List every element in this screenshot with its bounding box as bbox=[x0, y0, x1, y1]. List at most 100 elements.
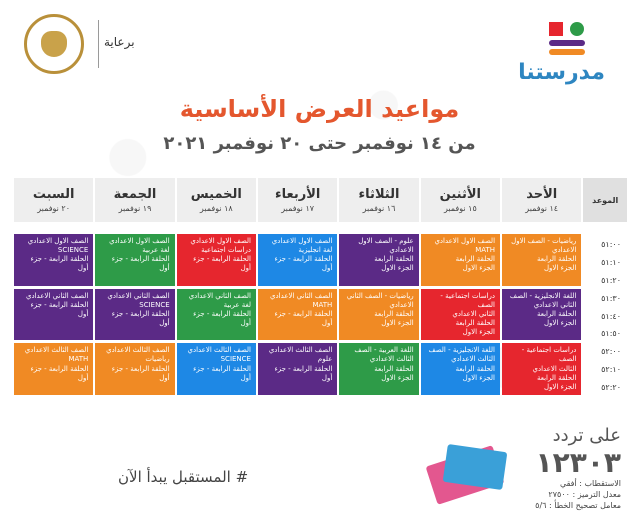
schedule-cell: الصف الثاني الاعدادي لغة عربية الحلقة الرا… bbox=[176, 288, 256, 341]
cell-text-line: الجزء الاول bbox=[462, 328, 496, 337]
schedule-cell: الصف الثالث الاعدادي SCIENCE الحلقة الرابع… bbox=[176, 343, 256, 396]
schedule-cell: اللغة الانجليزية - الصف الثاني الاعدادي ال… bbox=[502, 288, 582, 341]
cell-text-line: الحلقة الرابعة bbox=[536, 309, 577, 318]
cell-text-line: الصف الثاني الاعدادي bbox=[107, 291, 170, 300]
day-header: الأربعاء ١٧ نوفمبر bbox=[257, 178, 338, 222]
time-slot: ٥٢:١٠ bbox=[601, 365, 621, 375]
cell-text-line: الصف الاول الاعدادي bbox=[27, 237, 89, 245]
cell-text-line: الجزء الاول bbox=[381, 373, 414, 382]
cell-text-line: علوم bbox=[317, 355, 333, 364]
cell-text-line: اللغة الانجليزية - الصف bbox=[509, 291, 577, 300]
cell-text-line: الاعدادي bbox=[389, 246, 414, 255]
channel-info: على تردد ١٢٣٠٣ الاستقطاب : أفقي معدل الت… bbox=[535, 425, 621, 511]
day-header: الأثنين ١٥ نوفمبر bbox=[420, 178, 501, 222]
schedule-cell: الصف الثالث الاعدادي علوم الحلقة الرابعة -… bbox=[257, 343, 338, 396]
time-slot: ٥٢:٠٠ bbox=[601, 347, 621, 357]
cell-text-line: الصف الثالث الاعدادي bbox=[187, 346, 251, 355]
cell-text-line: اللغة العربية - الصف bbox=[354, 346, 414, 355]
cell-text-line: لغة انجليزية bbox=[298, 246, 333, 255]
schedule-cell: علوم - الصف الاول الاعدادي الحلقة الرابعة ا… bbox=[339, 234, 419, 286]
cell-text-line: MATH bbox=[312, 300, 333, 309]
cell-text-line: اللغة الانجليزية - الصف bbox=[428, 346, 496, 355]
hashtag-slogan: # المستقبل يبدأ الآن bbox=[118, 468, 249, 486]
cell-text-line: الصف الاول الاعدادي bbox=[434, 237, 496, 245]
madrasatna-brand: مدرستنا bbox=[518, 60, 605, 85]
cell-text-line: الثاني الاعدادي bbox=[452, 309, 496, 318]
cell-text-line: لغة عربية bbox=[142, 246, 170, 255]
day-column: رياضيات - الصف الاول الاعدادي الحلقة الرا… bbox=[502, 234, 582, 398]
cell-text-line: الحلقة الرابعة - جزء أول bbox=[111, 255, 170, 273]
cell-text-line: الصف الثالث الاعدادي bbox=[24, 346, 89, 355]
fec-line: معامل تصحيح الخطأ : ٥/٦ bbox=[535, 500, 621, 510]
frequency-value: ١٢٣٠٣ bbox=[535, 446, 621, 479]
schedule-cell: دراسات اجتماعية - الصف الثاني الاعدادي الح… bbox=[420, 288, 501, 341]
cell-text-line: الحلقة الرابعة bbox=[536, 255, 577, 264]
day-column: الصف الاول الاعدادي لغة عربية الحلقة الراب… bbox=[95, 234, 175, 398]
cell-text-line: الصف الثاني الاعدادي bbox=[188, 291, 251, 300]
day-header: الخميس ١٨ نوفمبر bbox=[176, 178, 256, 222]
cell-text-line: الصف الاول الاعدادي bbox=[271, 237, 333, 245]
schedule-grid: ٥١:٠٠ ٥١:١٠ ٥١:٢٠ ٥١:٣٠ ٥١:٤٠ ٥١:٥٠ ٥٢:٠… bbox=[12, 234, 627, 398]
cell-text-line: الحلقة الرابعة - جزء أول bbox=[193, 309, 251, 327]
cell-text-line: دراسات اجتماعية - الصف bbox=[521, 346, 577, 364]
header-divider bbox=[98, 20, 99, 68]
schedule-cell: الصف الثالث الاعدادي رياضيات الحلقة الرابع… bbox=[95, 343, 175, 396]
cell-text-line: لغة عربية bbox=[223, 300, 251, 309]
cell-text-line: الحلقة الرابعة - جزء أول bbox=[193, 255, 251, 273]
cell-text-line: الحلقة الرابعة - جزء أول bbox=[274, 309, 333, 327]
cell-text-line: الجزء الاول bbox=[381, 264, 414, 273]
day-column: الصف الاول الاعدادي دراسات اجتماعية الحلقة… bbox=[176, 234, 256, 398]
cell-text-line: الجزء الاول bbox=[381, 318, 414, 327]
time-slot: ٥١:٠٠ bbox=[601, 240, 621, 249]
days-header: الموعد الأحد ١٤ نوفمبر الأثنين ١٥ نوفمبر ا… bbox=[12, 178, 627, 222]
schedule-cell: الصف الاول الاعدادي MATH الحلقة الرابعة الج… bbox=[420, 234, 501, 286]
cell-text-line: الحلقة الرابعة bbox=[455, 318, 496, 327]
schedule-cell: الصف الاول الاعدادي SCIENCE الحلقة الرابعة… bbox=[13, 234, 94, 286]
cell-text-line: الحلقة الرابعة bbox=[374, 255, 414, 264]
cell-text-line: الصف الاول الاعدادي bbox=[190, 237, 251, 245]
cell-text-line: رياضيات - الصف الاول الاعدادي bbox=[511, 237, 577, 255]
cell-text-line: الحلقة الرابعة bbox=[374, 309, 414, 318]
cell-text-line: MATH bbox=[68, 355, 89, 364]
cell-text-line: الحلقة الرابعة bbox=[455, 364, 496, 373]
cell-text-line: الحلقة الرابعة bbox=[374, 364, 414, 373]
cell-text-line: الحلقة الرابعة - جزء أول bbox=[193, 364, 251, 382]
time-slot: ٥١:٢٠ bbox=[601, 275, 621, 285]
time-slot: ٥١:١٠ bbox=[601, 257, 621, 267]
cell-text-line: رياضيات - الصف الثاني bbox=[346, 291, 414, 300]
cell-text-line: علوم - الصف الاول bbox=[358, 237, 414, 245]
schedule-cell: الصف الاول الاعدادي لغة انجليزية الحلقة ال… bbox=[257, 234, 338, 286]
cell-text-line: الثاني الاعدادي bbox=[533, 300, 577, 309]
day-column: الصف الاول الاعدادي SCIENCE الحلقة الرابعة… bbox=[13, 234, 94, 398]
cell-text-line: الحلقة الرابعة bbox=[536, 373, 577, 382]
day-column: الصف الاول الاعدادي MATH الحلقة الرابعة الج… bbox=[420, 234, 501, 398]
cell-text-line: الجزء الاول bbox=[543, 318, 577, 327]
cell-text-line: الجزء الاول bbox=[462, 264, 496, 273]
cell-text-line: الحلقة الرابعة - جزء أول bbox=[30, 364, 89, 382]
cell-text-line: الصف الثاني الاعدادي bbox=[26, 291, 89, 300]
cell-text-line: الثالث الاعدادي bbox=[532, 364, 577, 373]
schedule-cell: الصف الثالث الاعدادي MATH الحلقة الرابعة -… bbox=[13, 343, 94, 396]
cell-text-line: الصف الثالث الاعدادي bbox=[106, 346, 170, 355]
cell-text-line: الصف الاول الاعدادي bbox=[109, 237, 170, 245]
polarization-line: الاستقطاب : أفقي bbox=[559, 479, 621, 488]
day-header: السبت ٢٠ نوفمبر bbox=[13, 178, 94, 222]
schedule-cell: الصف الاول الاعدادي دراسات اجتماعية الحلقة… bbox=[176, 234, 256, 286]
cell-text-line: الحلقة الرابعة - جزء أول bbox=[274, 255, 333, 273]
cell-text-line: الحلقة الرابعة - جزء أول bbox=[30, 255, 89, 273]
day-header: الثلاثاء ١٦ نوفمبر bbox=[339, 178, 419, 222]
time-slot: ٥١:٣٠ bbox=[601, 293, 621, 303]
schedule-cell: رياضيات - الصف الاول الاعدادي الحلقة الرا… bbox=[502, 234, 582, 286]
schedule-cell: اللغة الانجليزية - الصف الثالث الاعدادي ال… bbox=[420, 343, 501, 396]
page-subtitle: من ١٤ نوفمبر حتى ٢٠ نوفمبر ٢٠٢١ bbox=[163, 133, 476, 154]
cell-text-line: الحلقة الرابعة - جزء أول bbox=[274, 364, 333, 382]
cell-text-line: MATH bbox=[475, 246, 496, 255]
cell-text-line: الثالث الاعدادي bbox=[451, 355, 496, 364]
eagle-emblem-icon bbox=[41, 31, 67, 57]
day-column: علوم - الصف الاول الاعدادي الحلقة الرابعة ا… bbox=[339, 234, 419, 398]
cell-text-line: الاعدادي bbox=[389, 300, 414, 309]
schedule-cell: الصف الاول الاعدادي لغة عربية الحلقة الراب… bbox=[95, 234, 175, 286]
satellite-card-icon bbox=[442, 444, 508, 490]
time-slot: ٥١:٥٠ bbox=[601, 329, 621, 339]
cell-text-line: الحلقة الرابعة - جزء أول bbox=[111, 364, 170, 382]
